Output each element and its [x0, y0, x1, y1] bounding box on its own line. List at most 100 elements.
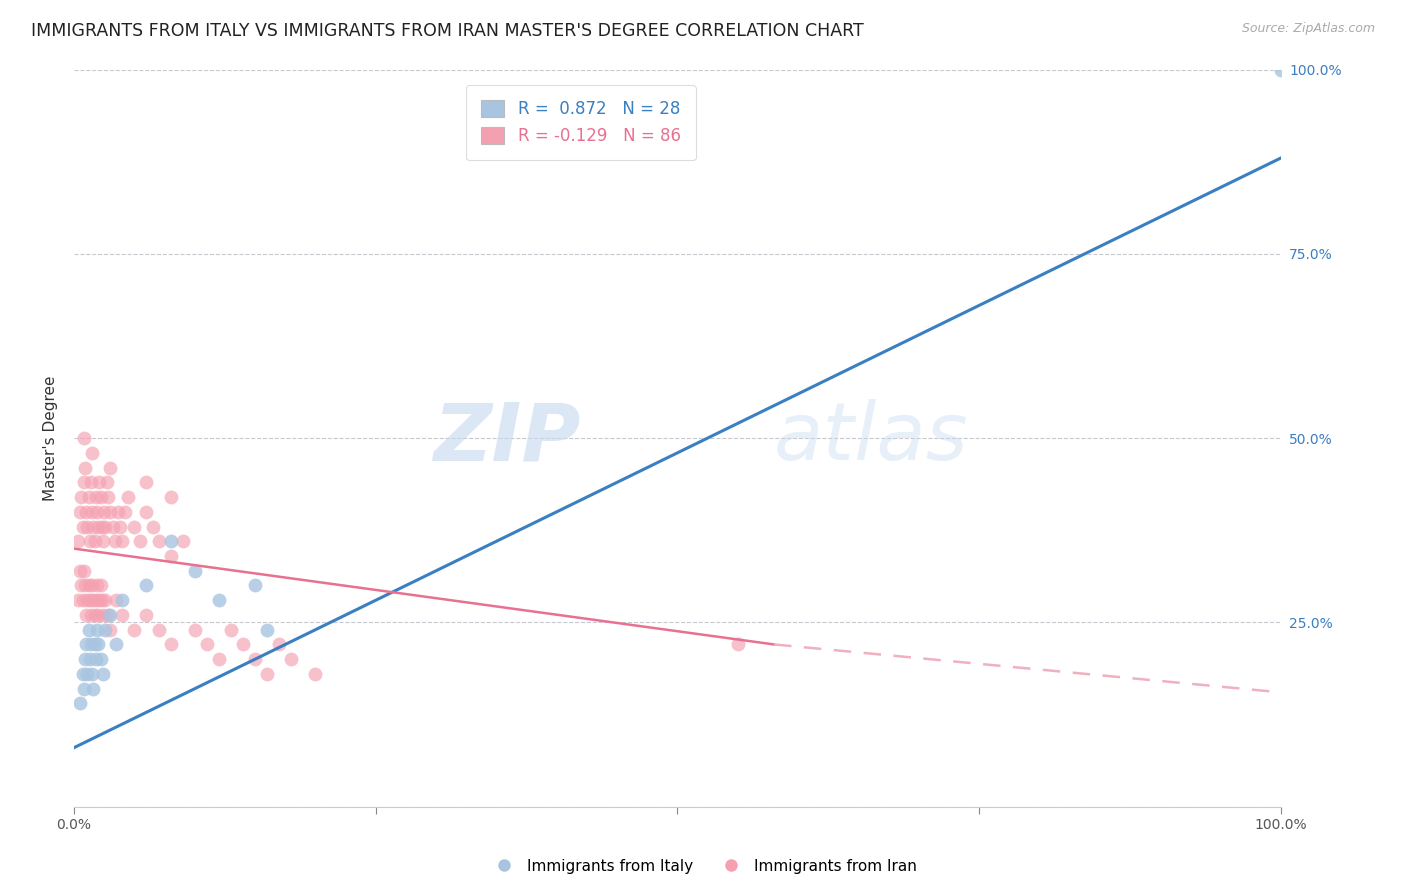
Point — [77, 490, 100, 504]
Point — [87, 607, 110, 622]
Point — [101, 519, 124, 533]
Point — [83, 534, 105, 549]
Point — [727, 637, 749, 651]
Point — [83, 607, 105, 622]
Point — [86, 505, 108, 519]
Point — [80, 607, 103, 622]
Point — [117, 490, 139, 504]
Point — [135, 578, 157, 592]
Point — [75, 505, 97, 519]
Point — [98, 607, 121, 622]
Text: IMMIGRANTS FROM ITALY VS IMMIGRANTS FROM IRAN MASTER'S DEGREE CORRELATION CHART: IMMIGRANTS FROM ITALY VS IMMIGRANTS FROM… — [31, 22, 863, 40]
Point — [159, 637, 181, 651]
Point — [107, 505, 129, 519]
Point — [243, 578, 266, 592]
Point — [80, 475, 103, 490]
Point — [77, 623, 100, 637]
Point — [89, 475, 111, 490]
Point — [1270, 62, 1292, 77]
Point — [172, 534, 194, 549]
Point — [89, 593, 111, 607]
Point — [90, 519, 112, 533]
Point — [159, 549, 181, 563]
Point — [98, 623, 121, 637]
Point — [82, 519, 104, 533]
Point — [135, 505, 157, 519]
Point — [73, 652, 96, 666]
Point — [141, 519, 163, 533]
Point — [219, 623, 242, 637]
Point — [70, 490, 93, 504]
Point — [114, 505, 136, 519]
Point — [72, 519, 94, 533]
Point — [73, 431, 96, 445]
Text: atlas: atlas — [773, 399, 969, 477]
Point — [75, 637, 97, 651]
Point — [97, 607, 120, 622]
Point — [84, 652, 107, 666]
Point — [93, 505, 115, 519]
Point — [87, 519, 110, 533]
Point — [84, 593, 107, 607]
Point — [135, 475, 157, 490]
Point — [135, 607, 157, 622]
Point — [195, 637, 218, 651]
Point — [98, 505, 121, 519]
Point — [98, 460, 121, 475]
Point — [97, 490, 120, 504]
Point — [73, 681, 96, 696]
Point — [66, 593, 89, 607]
Point — [256, 667, 278, 681]
Point — [94, 593, 117, 607]
Point — [69, 697, 91, 711]
Point — [184, 564, 207, 578]
Point — [105, 593, 128, 607]
Point — [73, 578, 96, 592]
Point — [256, 623, 278, 637]
Point — [72, 667, 94, 681]
Point — [76, 519, 98, 533]
Point — [90, 490, 112, 504]
Point — [111, 593, 134, 607]
Point — [280, 652, 302, 666]
Point — [208, 593, 231, 607]
Point — [159, 490, 181, 504]
Point — [208, 652, 231, 666]
Point — [70, 578, 93, 592]
Point — [96, 475, 118, 490]
Text: ZIP: ZIP — [433, 399, 581, 477]
Point — [86, 578, 108, 592]
Point — [184, 623, 207, 637]
Point — [82, 593, 104, 607]
Point — [73, 460, 96, 475]
Point — [90, 652, 112, 666]
Point — [91, 607, 114, 622]
Point — [79, 652, 101, 666]
Point — [76, 593, 98, 607]
Point — [83, 637, 105, 651]
Point — [76, 667, 98, 681]
Point — [69, 505, 91, 519]
Point — [243, 652, 266, 666]
Point — [80, 637, 103, 651]
Point — [90, 593, 112, 607]
Y-axis label: Master's Degree: Master's Degree — [44, 376, 58, 500]
Point — [111, 534, 134, 549]
Point — [91, 534, 114, 549]
Point — [104, 534, 127, 549]
Point — [82, 505, 104, 519]
Point — [79, 534, 101, 549]
Point — [72, 593, 94, 607]
Point — [148, 623, 170, 637]
Point — [73, 475, 96, 490]
Legend: R =  0.872   N = 28, R = -0.129   N = 86: R = 0.872 N = 28, R = -0.129 N = 86 — [467, 86, 696, 160]
Point — [82, 681, 104, 696]
Point — [304, 667, 326, 681]
Point — [82, 667, 104, 681]
Point — [124, 623, 146, 637]
Point — [159, 534, 181, 549]
Point — [79, 593, 101, 607]
Point — [129, 534, 152, 549]
Point — [87, 637, 110, 651]
Point — [269, 637, 291, 651]
